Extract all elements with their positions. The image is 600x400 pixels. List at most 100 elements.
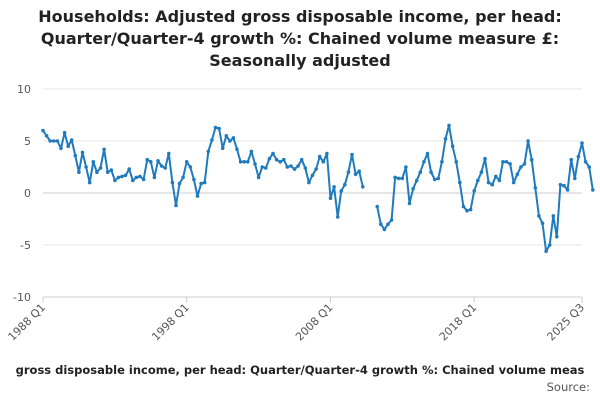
data-point xyxy=(105,170,110,174)
data-point xyxy=(443,137,448,141)
data-point xyxy=(149,160,153,164)
data-point xyxy=(440,160,444,164)
data-point xyxy=(141,177,146,182)
chart-title-line-3: Seasonally adjusted xyxy=(209,51,391,70)
data-point xyxy=(465,208,469,213)
data-point xyxy=(271,151,275,156)
x-tick-label: 2025 Q3 xyxy=(545,301,588,344)
data-point xyxy=(296,164,300,168)
data-point xyxy=(515,172,520,177)
data-point xyxy=(555,234,559,239)
data-point xyxy=(458,180,462,185)
y-tick-label: -5 xyxy=(20,239,31,252)
data-point xyxy=(77,170,81,174)
data-point xyxy=(573,176,577,181)
data-point xyxy=(199,181,203,186)
data-point xyxy=(580,141,584,145)
data-point xyxy=(407,201,412,206)
data-point xyxy=(113,178,117,183)
data-point xyxy=(195,194,200,198)
data-point xyxy=(256,175,261,180)
series-points xyxy=(41,123,595,253)
y-axis: 10 5 0 -5 -10 xyxy=(13,83,31,304)
data-point xyxy=(389,218,394,222)
data-point xyxy=(317,154,322,159)
x-tick-label: 2008 Q1 xyxy=(293,301,336,344)
data-point xyxy=(289,164,293,168)
data-point xyxy=(188,165,193,169)
data-point xyxy=(292,167,297,171)
data-point xyxy=(382,227,387,232)
data-point xyxy=(361,185,365,189)
data-point xyxy=(353,172,358,177)
data-point xyxy=(220,146,225,151)
data-point xyxy=(454,160,459,164)
data-point xyxy=(206,149,211,154)
data-point xyxy=(55,139,60,143)
data-point xyxy=(504,160,509,164)
data-point xyxy=(386,222,390,226)
data-point xyxy=(307,180,311,185)
data-point xyxy=(231,136,236,140)
data-point xyxy=(558,182,563,187)
data-point xyxy=(80,150,85,155)
data-point xyxy=(163,166,167,170)
data-point xyxy=(116,175,121,180)
data-point xyxy=(156,159,160,163)
data-point xyxy=(48,139,52,143)
y-tick-label: 0 xyxy=(24,187,31,200)
data-point xyxy=(468,207,473,212)
x-tick-label: 1998 Q1 xyxy=(149,301,192,344)
data-point xyxy=(69,138,74,142)
data-point xyxy=(170,180,175,185)
data-point xyxy=(127,167,131,171)
data-point xyxy=(587,165,591,169)
data-point xyxy=(184,160,189,164)
data-point xyxy=(181,175,185,180)
data-point xyxy=(583,160,588,164)
series-path xyxy=(42,124,594,253)
data-point xyxy=(396,176,401,181)
data-point xyxy=(238,160,243,164)
x-axis: 1988 Q1 1998 Q1 2008 Q1 2018 Q1 2025 Q3 xyxy=(6,296,588,344)
data-point xyxy=(350,152,354,157)
data-point xyxy=(44,134,49,138)
data-point xyxy=(565,188,570,192)
source-label: Source: xyxy=(546,380,590,394)
data-point xyxy=(533,186,538,190)
data-point xyxy=(87,180,92,185)
data-point xyxy=(479,170,484,174)
data-point xyxy=(131,178,135,183)
data-point xyxy=(429,170,433,174)
data-point xyxy=(411,187,415,191)
data-point xyxy=(432,177,437,182)
data-point xyxy=(436,176,441,181)
data-point xyxy=(120,174,124,179)
data-point xyxy=(393,175,397,180)
data-point xyxy=(357,169,362,173)
data-point xyxy=(569,157,573,162)
data-point xyxy=(202,180,207,185)
data-point xyxy=(400,176,405,181)
data-point xyxy=(314,167,318,171)
data-point xyxy=(91,160,96,164)
data-point xyxy=(551,214,556,218)
y-tick-label: 5 xyxy=(24,135,31,148)
data-point xyxy=(310,173,315,178)
data-point xyxy=(450,144,455,148)
data-point xyxy=(404,165,408,169)
data-point xyxy=(267,156,272,161)
data-point xyxy=(375,204,380,209)
data-point xyxy=(41,128,45,133)
data-point xyxy=(224,134,229,138)
data-point xyxy=(213,125,218,130)
data-point xyxy=(328,196,333,200)
data-point xyxy=(152,175,157,180)
data-point xyxy=(282,157,286,162)
data-point xyxy=(59,146,63,151)
data-point xyxy=(540,221,545,225)
data-point xyxy=(84,165,88,169)
data-point xyxy=(486,180,491,185)
data-point xyxy=(249,149,254,154)
data-point xyxy=(66,144,70,148)
